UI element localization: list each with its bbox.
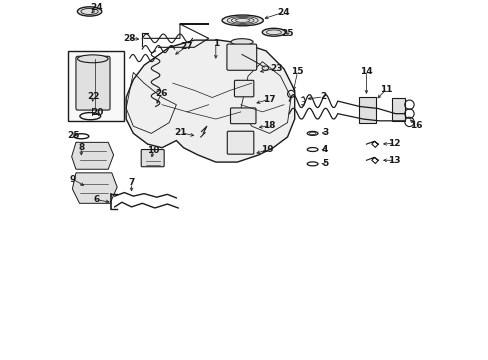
Text: 7: 7 [128, 178, 135, 187]
FancyBboxPatch shape [76, 56, 110, 110]
Ellipse shape [78, 55, 108, 63]
Text: 5: 5 [322, 159, 327, 168]
Text: 8: 8 [78, 143, 84, 152]
Polygon shape [72, 173, 117, 203]
Text: 13: 13 [387, 156, 400, 165]
Text: 15: 15 [291, 67, 303, 76]
Ellipse shape [262, 28, 285, 36]
Text: 21: 21 [174, 128, 186, 137]
Ellipse shape [262, 66, 268, 70]
Text: 6: 6 [93, 195, 100, 204]
Text: 20: 20 [91, 108, 103, 117]
Ellipse shape [222, 15, 263, 26]
Text: 27: 27 [180, 42, 192, 51]
Text: 26: 26 [155, 89, 167, 98]
Text: 28: 28 [122, 34, 135, 43]
Text: 19: 19 [261, 145, 274, 154]
Text: 22: 22 [87, 92, 99, 101]
Text: 25: 25 [281, 29, 293, 38]
FancyBboxPatch shape [230, 108, 255, 124]
FancyBboxPatch shape [227, 131, 253, 154]
FancyBboxPatch shape [141, 149, 164, 167]
Polygon shape [126, 40, 294, 162]
Text: 2: 2 [320, 92, 326, 101]
FancyBboxPatch shape [234, 80, 253, 97]
Text: 16: 16 [409, 121, 421, 130]
Text: 17: 17 [262, 95, 275, 104]
Polygon shape [72, 142, 113, 169]
Ellipse shape [230, 39, 253, 45]
Bar [68, 51, 123, 121]
Text: 11: 11 [379, 85, 391, 94]
Text: 10: 10 [146, 146, 159, 155]
Text: 4: 4 [321, 145, 328, 154]
Text: 23: 23 [270, 64, 283, 73]
Text: 24: 24 [277, 8, 290, 17]
Bar [359, 97, 376, 123]
Text: 25: 25 [67, 131, 79, 140]
Text: 24: 24 [90, 3, 103, 12]
Bar [391, 98, 405, 121]
Ellipse shape [77, 7, 102, 16]
Text: 3: 3 [322, 128, 327, 137]
Text: 1: 1 [212, 39, 219, 48]
Text: 9: 9 [70, 175, 76, 184]
FancyBboxPatch shape [226, 44, 256, 70]
Text: 12: 12 [387, 139, 400, 148]
Text: 18: 18 [263, 121, 275, 130]
Text: 14: 14 [359, 67, 372, 76]
